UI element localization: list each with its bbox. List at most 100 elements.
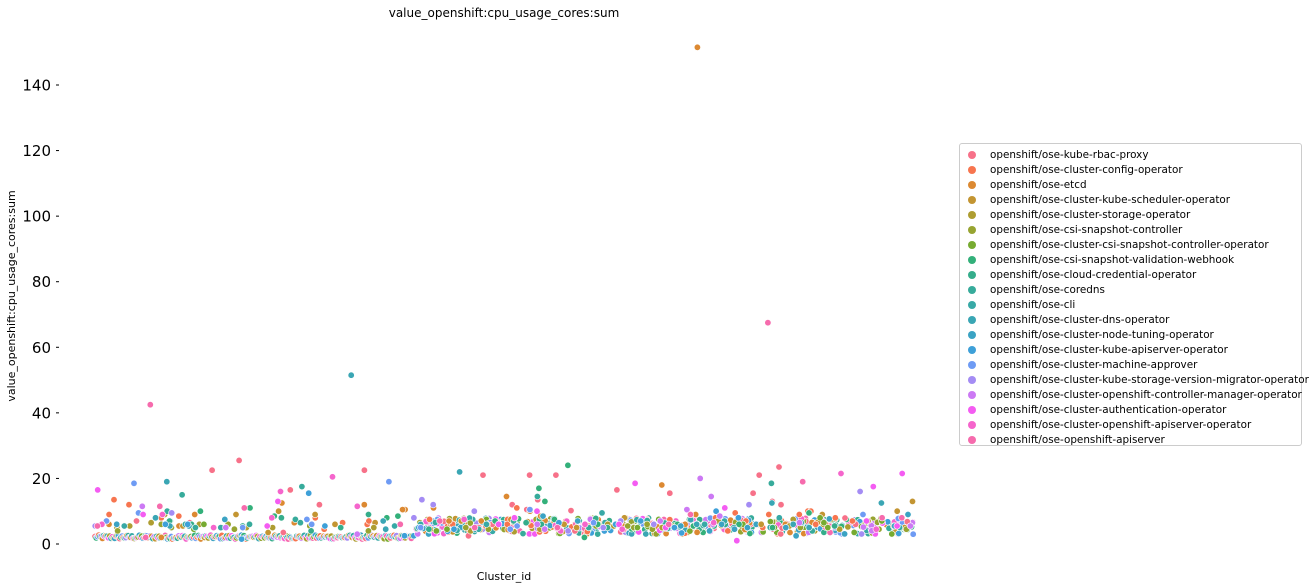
scatter-point <box>812 520 820 528</box>
scatter-point <box>526 471 534 479</box>
scatter-point <box>693 528 701 536</box>
scatter-point <box>161 520 169 528</box>
legend-label: openshift/ose-cluster-node-tuning-operat… <box>990 328 1214 341</box>
scatter-point <box>230 525 238 533</box>
scatter-point <box>168 509 176 517</box>
legend-label: openshift/ose-cluster-storage-operator <box>990 208 1191 221</box>
scatter-point <box>764 319 772 327</box>
legend-item: openshift/ose-cluster-csi-snapshot-contr… <box>968 237 1301 252</box>
scatter-point <box>701 520 709 528</box>
scatter-point <box>904 510 912 518</box>
scatter-point <box>235 456 243 464</box>
scatter-point <box>110 496 118 504</box>
scatter-point <box>859 523 867 531</box>
scatter-point <box>156 502 164 510</box>
y-tick-label: 140 <box>22 77 51 95</box>
scatter-point <box>113 520 121 528</box>
scatter-point <box>385 478 393 486</box>
scatter-point <box>707 492 715 500</box>
scatter-point <box>471 524 479 532</box>
scatter-point <box>837 469 845 477</box>
scatter-point <box>693 43 701 51</box>
scatter-point <box>909 530 917 538</box>
legend-label: openshift/ose-cluster-kube-storage-versi… <box>990 373 1309 386</box>
scatter-point <box>666 489 674 497</box>
scatter-point <box>200 520 208 528</box>
scatter-point <box>279 528 287 536</box>
scatter-point <box>731 509 739 517</box>
scatter-point <box>506 525 514 533</box>
y-axis-label: value_openshift:cpu_usage_cores:sum <box>5 190 18 401</box>
y-tick-label: 40 <box>32 404 51 422</box>
legend-item: openshift/ose-cluster-kube-apiserver-ope… <box>968 342 1301 357</box>
legend-marker <box>968 195 976 204</box>
legend-marker <box>968 165 976 174</box>
legend-label: openshift/ose-cluster-config-operator <box>990 163 1183 176</box>
legend-item: openshift/ose-cluster-kube-storage-versi… <box>968 372 1309 387</box>
scatter-point <box>878 514 886 522</box>
scatter-point <box>730 525 738 533</box>
legend-label: openshift/ose-openshift-apiserver <box>990 433 1165 446</box>
scatter-point <box>308 520 316 528</box>
scatter-point <box>120 522 128 530</box>
scatter-point <box>391 522 399 530</box>
legend-label: openshift/ose-kube-rbac-proxy <box>990 148 1149 161</box>
scatter-point <box>147 519 155 527</box>
scatter-point <box>908 497 916 505</box>
legend-label: openshift/ose-coredns <box>990 283 1105 296</box>
legend-label: openshift/ose-csi-snapshot-validation-we… <box>990 253 1235 266</box>
x-axis-label: Cluster_id <box>477 570 532 583</box>
legend-label: openshift/ose-cluster-openshift-apiserve… <box>990 418 1252 431</box>
scatter-point <box>232 510 240 518</box>
legend-item: openshift/ose-cluster-machine-approver <box>968 357 1301 372</box>
scatter-point <box>724 527 732 535</box>
scatter-point <box>239 524 247 532</box>
scatter-point <box>898 514 906 522</box>
scatter-point <box>745 501 753 509</box>
scatter-point <box>631 479 639 487</box>
scatter-point <box>755 471 763 479</box>
scatter-point <box>133 517 141 525</box>
scatter-point <box>705 527 713 535</box>
scatter-point <box>858 530 866 538</box>
scatter-point <box>191 524 199 532</box>
scatter-point <box>746 529 754 537</box>
y-tick-label: 20 <box>32 470 51 488</box>
legend-label: openshift/ose-cluster-csi-snapshot-contr… <box>990 238 1269 251</box>
scatter-point <box>820 519 828 527</box>
scatter-point <box>642 530 650 538</box>
scatter-point <box>581 520 589 528</box>
scatter-point <box>222 524 230 532</box>
legend-label: openshift/ose-cluster-dns-operator <box>990 313 1170 326</box>
scatter-point <box>893 507 901 515</box>
legend-marker <box>968 150 976 159</box>
scatter-point <box>683 506 691 514</box>
scatter-point <box>590 519 598 527</box>
legend-label: openshift/ose-cluster-kube-apiserver-ope… <box>990 343 1228 356</box>
legend-item: openshift/ose-openshift-apiserver <box>968 432 1301 447</box>
scatter-point <box>456 468 464 476</box>
scatter-point <box>394 512 402 520</box>
scatter-point <box>743 524 751 532</box>
legend-marker <box>968 210 976 219</box>
scatter-point <box>799 478 807 486</box>
scatter-point <box>450 525 458 533</box>
scatter-point <box>775 514 783 522</box>
scatter-point <box>470 507 478 515</box>
scatter-point <box>275 507 283 515</box>
scatter-point <box>208 466 216 474</box>
scatter-point <box>263 522 271 530</box>
scatter-point <box>795 510 803 518</box>
scatter-point <box>307 527 315 535</box>
legend-marker <box>968 180 976 189</box>
scatter-point <box>678 529 686 537</box>
scatter-point <box>495 520 503 528</box>
scatter-point <box>152 514 160 522</box>
scatter-point <box>436 517 444 525</box>
scatter-point <box>734 514 742 522</box>
legend-label: openshift/ose-cloud-credential-operator <box>990 268 1197 281</box>
scatter-point <box>184 520 192 528</box>
scatter-point <box>130 479 138 487</box>
legend-label: openshift/ose-cluster-machine-approver <box>990 358 1198 371</box>
scatter-point <box>305 489 313 497</box>
